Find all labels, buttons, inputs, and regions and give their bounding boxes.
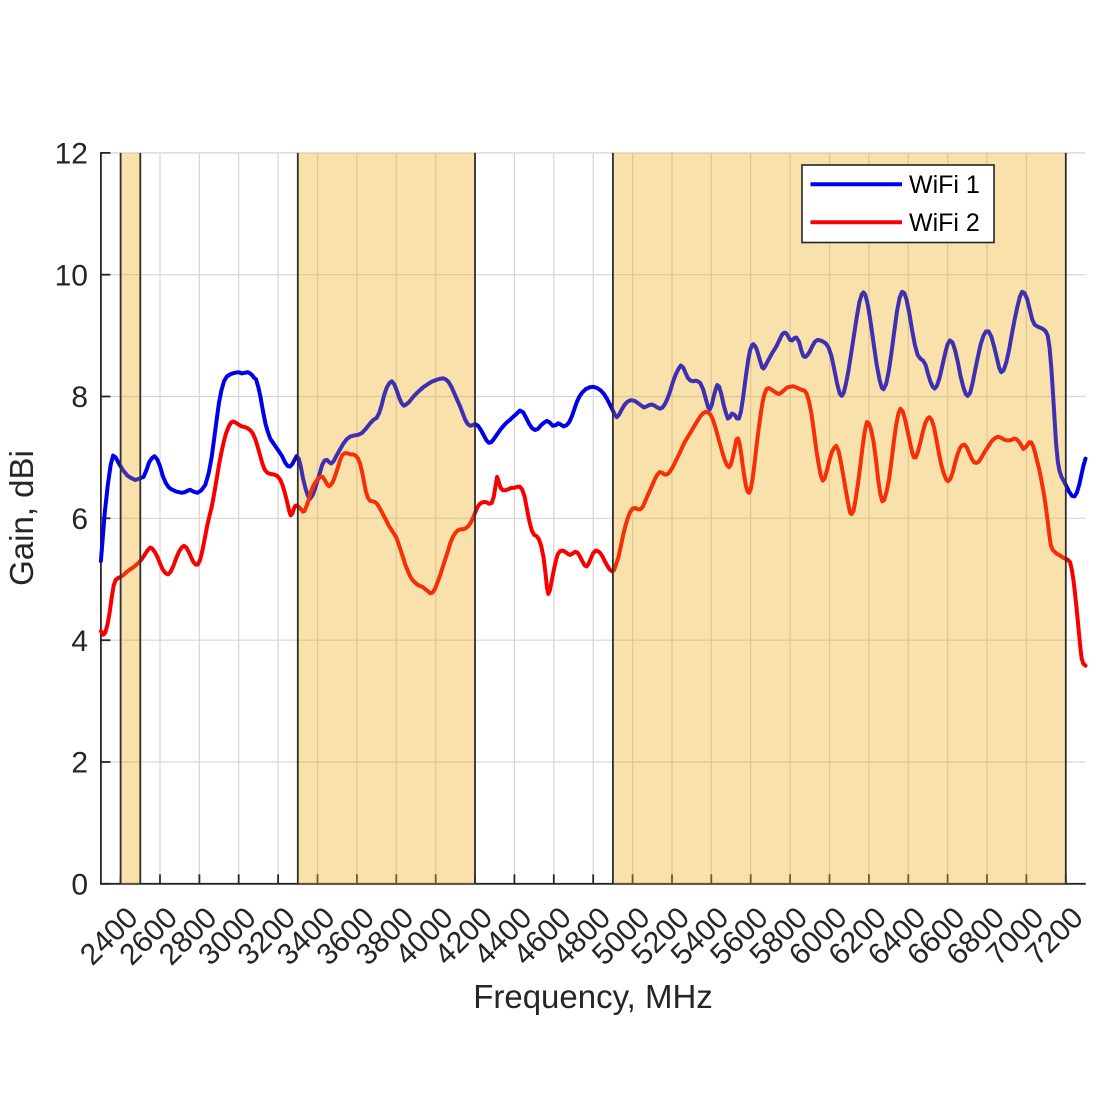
- svg-text:10: 10: [55, 259, 88, 292]
- svg-text:12: 12: [55, 138, 88, 171]
- svg-text:6: 6: [71, 503, 88, 536]
- svg-text:4: 4: [71, 625, 88, 658]
- svg-text:0: 0: [71, 869, 88, 902]
- svg-text:WiFi 2: WiFi 2: [909, 209, 980, 237]
- svg-text:Frequency, MHz: Frequency, MHz: [473, 978, 713, 1015]
- svg-text:Gain, dBi: Gain, dBi: [3, 450, 40, 586]
- svg-text:2: 2: [71, 747, 88, 780]
- svg-text:WiFi 1: WiFi 1: [909, 171, 980, 199]
- svg-text:8: 8: [71, 381, 88, 414]
